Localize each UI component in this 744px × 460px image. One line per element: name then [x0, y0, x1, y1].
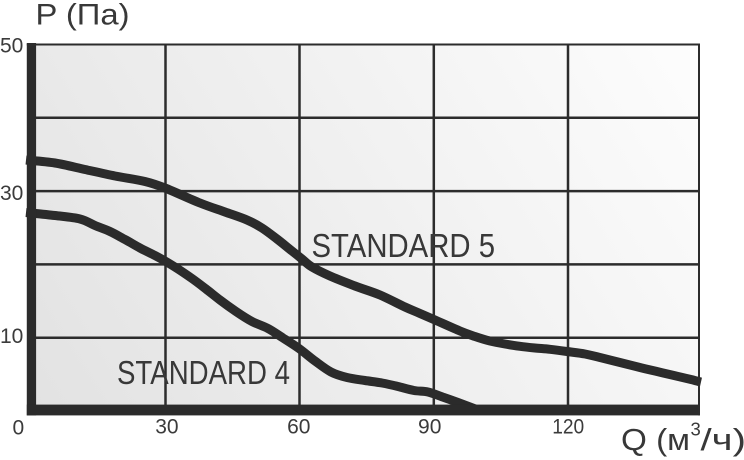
svg-text:/ч): /ч) — [701, 422, 744, 457]
svg-text:0: 0 — [12, 416, 24, 439]
svg-text:STANDARD 5: STANDARD 5 — [312, 228, 496, 265]
svg-text:30: 30 — [0, 182, 23, 205]
svg-text:P (Па): P (Па) — [36, 0, 130, 32]
svg-text:10: 10 — [0, 325, 23, 348]
svg-text:STANDARD 4: STANDARD 4 — [117, 355, 290, 392]
svg-text:60: 60 — [287, 416, 310, 439]
svg-text:50: 50 — [0, 35, 23, 58]
svg-text:Q (м: Q (м — [621, 422, 690, 457]
svg-text:3: 3 — [691, 419, 701, 440]
svg-text:120: 120 — [552, 416, 584, 439]
svg-text:90: 90 — [418, 416, 441, 439]
svg-text:30: 30 — [155, 416, 178, 439]
